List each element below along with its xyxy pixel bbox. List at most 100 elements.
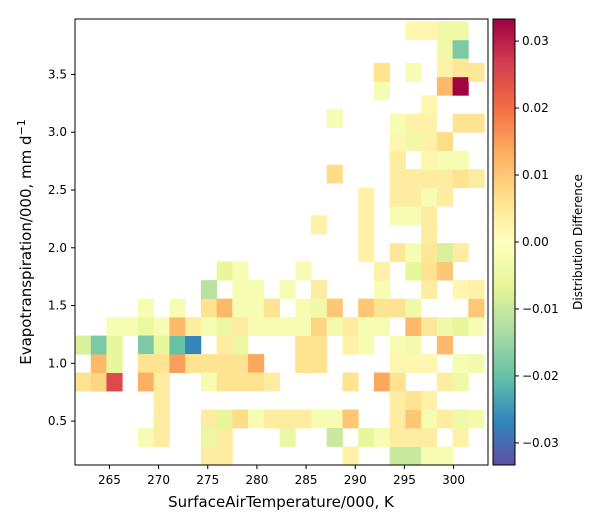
heatmap-cell — [137, 354, 155, 373]
heatmap-cell — [468, 317, 485, 336]
heatmap-cell — [311, 317, 328, 336]
heatmap-cell — [389, 428, 406, 447]
heatmap-cell — [405, 187, 422, 207]
heatmap-cell — [373, 428, 391, 447]
heatmap-cell — [153, 317, 170, 336]
heatmap-cell — [216, 335, 233, 355]
heatmap-cell — [421, 132, 438, 152]
heatmap-cell — [232, 409, 249, 429]
heatmap-cell — [421, 169, 438, 189]
heatmap-cell — [200, 409, 217, 429]
heatmap-cell — [295, 335, 312, 355]
heatmap-cell — [90, 372, 107, 392]
heatmap-cell — [216, 428, 233, 447]
heatmap-cell — [153, 335, 170, 355]
heatmap-cell — [452, 317, 469, 336]
heatmap-cell — [137, 335, 155, 355]
heatmap-cell — [311, 335, 328, 355]
heatmap-cell — [232, 298, 249, 318]
heatmap-cell — [169, 354, 186, 373]
heatmap-cell — [153, 409, 170, 429]
heatmap-cell — [421, 21, 438, 41]
heatmap-cell — [405, 21, 422, 41]
heatmap-cell — [452, 39, 469, 59]
heatmap-cell — [216, 354, 233, 373]
y-tick-label: 3.0 — [48, 125, 67, 139]
heatmap-cell — [389, 132, 406, 152]
heatmap-cell — [75, 335, 92, 355]
heatmap-cell — [405, 409, 422, 429]
heatmap-cell — [311, 280, 328, 300]
heatmap-cell — [389, 298, 406, 318]
heatmap-cell — [342, 446, 359, 466]
heatmap-cell — [389, 372, 406, 392]
heatmap-cell — [248, 317, 265, 336]
heatmap-cell — [389, 354, 406, 373]
heatmap-cell — [421, 354, 438, 373]
heatmap-cell — [452, 280, 469, 300]
heatmap-cell — [436, 446, 453, 466]
heatmap-cell — [358, 206, 375, 226]
colorbar-tick-label: 0.02 — [522, 101, 549, 115]
heatmap-cell — [421, 261, 438, 281]
heatmap-cell — [452, 150, 469, 170]
heatmap-cell — [232, 372, 249, 392]
heatmap-cell — [169, 317, 186, 336]
heatmap-cell — [248, 354, 265, 373]
heatmap-cell — [436, 169, 453, 189]
heatmap-cell — [405, 113, 422, 133]
heatmap-cell — [436, 261, 453, 281]
heatmap-cell — [436, 21, 453, 41]
x-tick-label: 275 — [196, 473, 219, 487]
heatmap-cell — [358, 243, 375, 263]
heatmap-cell — [436, 335, 453, 355]
heatmap-cell — [358, 224, 375, 244]
x-axis: 265 270 275 280 285 290 295 300 — [98, 465, 465, 487]
colorbar — [492, 18, 516, 466]
x-tick-label: 300 — [442, 473, 465, 487]
heatmap-cell — [279, 280, 296, 300]
heatmap-cell — [106, 372, 123, 392]
heatmap-cell — [232, 354, 249, 373]
colorbar-tick-label: −0.01 — [522, 302, 559, 316]
heatmap-cell — [405, 354, 422, 373]
heatmap-cell — [358, 317, 375, 336]
heatmap-cell — [421, 206, 438, 226]
heatmap-cell — [421, 187, 438, 207]
heatmap-cell — [90, 354, 107, 373]
heatmap-cell — [185, 335, 202, 355]
heatmap-cell — [452, 409, 469, 429]
heatmap-cell — [263, 298, 280, 318]
heatmap-cell — [326, 409, 343, 429]
heatmap-cell — [263, 409, 280, 429]
heatmap-cell — [436, 39, 453, 59]
heatmap-cell — [342, 335, 359, 355]
heatmap-cell — [405, 298, 422, 318]
heatmap-cell — [421, 95, 438, 115]
heatmap-cell — [452, 76, 469, 96]
heatmap-cell — [342, 409, 359, 429]
heatmap-cell — [311, 409, 328, 429]
heatmap-cell — [200, 372, 217, 392]
heatmap-cell — [421, 446, 438, 466]
heatmap-cell — [421, 243, 438, 263]
y-tick-label: 1.0 — [48, 356, 67, 370]
heatmap-cell — [389, 113, 406, 133]
heatmap-cell — [436, 150, 453, 170]
heatmap-cell — [200, 298, 217, 318]
heatmap-cell — [452, 372, 469, 392]
heatmap-cell — [468, 62, 485, 82]
heatmap-cell — [421, 280, 438, 300]
heatmap-cell — [263, 372, 280, 392]
heatmap-cell — [326, 109, 343, 129]
heatmap-cell — [232, 335, 249, 355]
heatmap-cell — [216, 261, 233, 281]
heatmap-cell — [405, 169, 422, 189]
x-tick-label: 285 — [295, 473, 318, 487]
heatmap-cell — [153, 372, 170, 392]
heatmap-cell — [373, 81, 391, 101]
heatmap-cell — [389, 409, 406, 429]
y-tick-label: 2.0 — [48, 241, 67, 255]
heatmap-cell — [169, 298, 186, 318]
